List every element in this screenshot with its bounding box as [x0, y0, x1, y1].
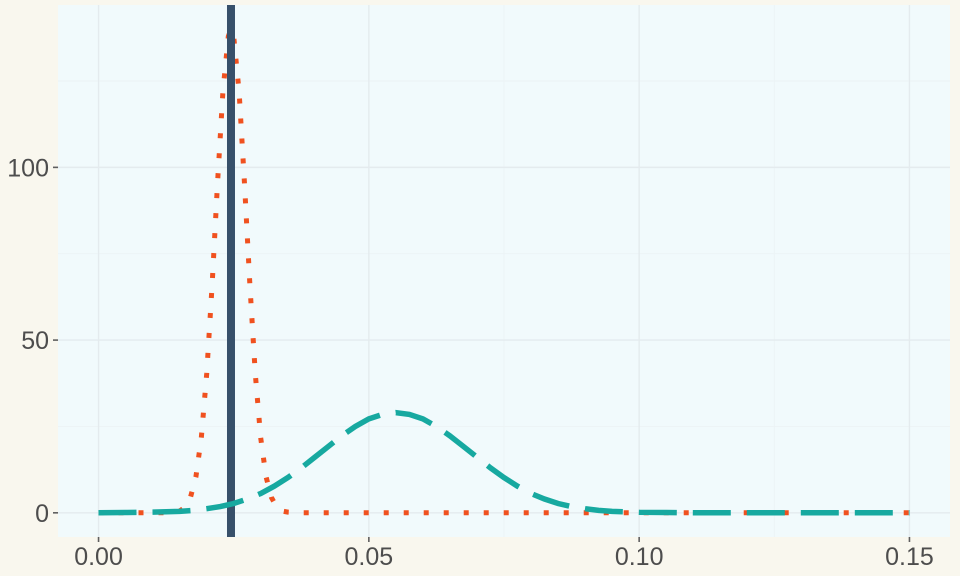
axes: 0.00 0.05 0.10 0.15 0 50 100: [7, 154, 934, 571]
x-tick-label: 0.05: [345, 543, 394, 571]
y-tick-label: 0: [35, 500, 49, 528]
series-longdash-curve: [98, 409, 910, 516]
x-tick-label: 0.10: [615, 543, 664, 571]
y-tick-label: 50: [21, 327, 49, 355]
x-tick-label: 0.15: [885, 543, 934, 571]
x-tick-label: 0.00: [74, 543, 123, 571]
y-tick-label: 100: [7, 154, 49, 182]
